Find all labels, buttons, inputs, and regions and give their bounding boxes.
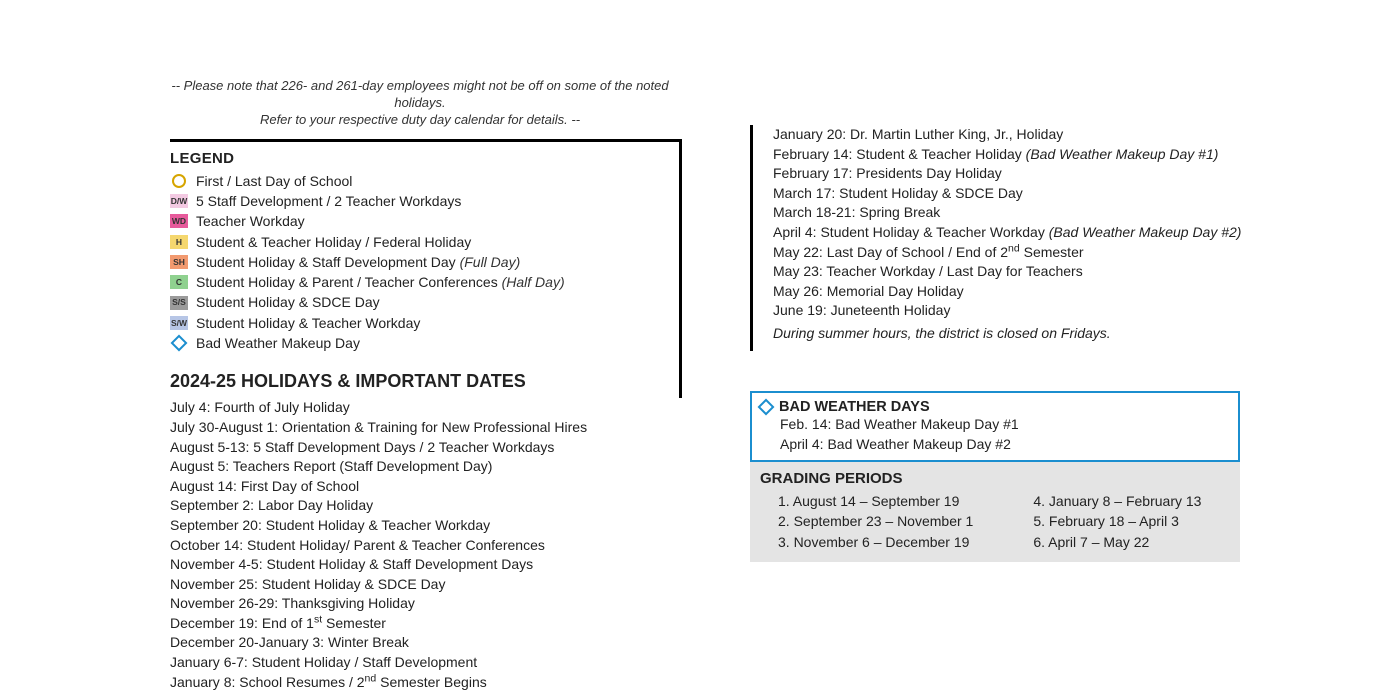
- date-line: May 22: Last Day of School / End of 2nd …: [773, 243, 1290, 263]
- legend-swatch: SH: [170, 255, 188, 269]
- bad-weather-title: BAD WEATHER DAYS: [779, 399, 930, 415]
- legend-text: Student & Teacher Holiday / Federal Holi…: [196, 232, 471, 252]
- header-note: -- Please note that 226- and 261-day emp…: [170, 78, 720, 129]
- bad-weather-line: Feb. 14: Bad Weather Makeup Day #1: [780, 415, 1228, 435]
- legend-items: First / Last Day of School D/W 5 Staff Dev…: [170, 171, 667, 354]
- legend-item: C Student Holiday & Parent / Teacher Conf…: [170, 272, 667, 292]
- legend-swatch: S/S: [170, 296, 188, 310]
- legend-item: H Student & Teacher Holiday / Federal Hol…: [170, 232, 667, 252]
- bad-weather-lines: Feb. 14: Bad Weather Makeup Day #1April …: [760, 415, 1228, 454]
- date-line: December 19: End of 1st Semester: [170, 614, 720, 634]
- grading-box: GRADING PERIODS 1. August 14 – September…: [750, 462, 1240, 562]
- date-line: August 14: First Day of School: [170, 477, 720, 497]
- date-line: May 23: Teacher Workday / Last Day for T…: [773, 262, 1290, 282]
- legend-swatch: H: [170, 235, 188, 249]
- legend-title: LEGEND: [170, 150, 667, 167]
- date-line: April 4: Student Holiday & Teacher Workd…: [773, 223, 1290, 243]
- date-line: February 17: Presidents Day Holiday: [773, 164, 1290, 184]
- grading-line: 2. September 23 – November 1: [778, 511, 973, 531]
- legend-text: Student Holiday & Teacher Workday: [196, 313, 420, 333]
- legend-item: S/S Student Holiday & SDCE Day: [170, 292, 667, 312]
- legend-text: Teacher Workday: [196, 211, 305, 231]
- legend-text: Bad Weather Makeup Day: [196, 333, 360, 353]
- legend-text: Student Holiday & SDCE Day: [196, 292, 380, 312]
- date-line: September 2: Labor Day Holiday: [170, 496, 720, 516]
- date-line: November 26-29: Thanksgiving Holiday: [170, 594, 720, 614]
- date-line: December 20-January 3: Winter Break: [170, 633, 720, 653]
- date-line: October 14: Student Holiday/ Parent & Te…: [170, 536, 720, 556]
- grading-line: 1. August 14 – September 19: [778, 491, 973, 511]
- legend-item: WD Teacher Workday: [170, 211, 667, 231]
- grading-line: 4. January 8 – February 13: [1033, 491, 1201, 511]
- grading-title: GRADING PERIODS: [760, 470, 1230, 487]
- right-column: January 20: Dr. Martin Luther King, Jr.,…: [750, 0, 1290, 692]
- circle-icon: [172, 174, 186, 188]
- date-line: August 5: Teachers Report (Staff Develop…: [170, 457, 720, 477]
- diamond-icon: [171, 335, 188, 352]
- date-line: January 8: School Resumes / 2nd Semester…: [170, 673, 720, 692]
- bad-weather-box: BAD WEATHER DAYS Feb. 14: Bad Weather Ma…: [750, 391, 1240, 462]
- holidays-left: July 4: Fourth of July HolidayJuly 30-Au…: [170, 398, 720, 692]
- legend-text: 5 Staff Development / 2 Teacher Workdays: [196, 191, 461, 211]
- grading-line: 3. November 6 – December 19: [778, 532, 973, 552]
- date-line: January 20: Dr. Martin Luther King, Jr.,…: [773, 125, 1290, 145]
- bad-weather-title-row: BAD WEATHER DAYS: [760, 399, 1228, 415]
- legend-text: Student Holiday & Staff Development Day …: [196, 252, 520, 272]
- grading-col1: 1. August 14 – September 192. September …: [778, 491, 973, 552]
- legend-item: Bad Weather Makeup Day: [170, 333, 667, 353]
- date-line: January 6-7: Student Holiday / Staff Dev…: [170, 653, 720, 673]
- date-line: November 4-5: Student Holiday & Staff De…: [170, 555, 720, 575]
- grading-line: 6. April 7 – May 22: [1033, 532, 1201, 552]
- header-note-line2: Refer to your respective duty day calend…: [260, 112, 580, 127]
- date-line: August 5-13: 5 Staff Development Days / …: [170, 438, 720, 458]
- grading-cols: 1. August 14 – September 192. September …: [778, 491, 1230, 552]
- legend-item: First / Last Day of School: [170, 171, 667, 191]
- date-line: July 30-August 1: Orientation & Training…: [170, 418, 720, 438]
- legend-swatch: D/W: [170, 194, 188, 208]
- diamond-icon: [758, 398, 775, 415]
- date-line: September 20: Student Holiday & Teacher …: [170, 516, 720, 536]
- legend-text: First / Last Day of School: [196, 171, 352, 191]
- legend-swatch: WD: [170, 214, 188, 228]
- holidays-right-wrap: January 20: Dr. Martin Luther King, Jr.,…: [750, 125, 1290, 351]
- date-line: February 14: Student & Teacher Holiday (…: [773, 145, 1290, 165]
- bad-weather-line: April 4: Bad Weather Makeup Day #2: [780, 435, 1228, 455]
- grading-line: 5. February 18 – April 3: [1033, 511, 1201, 531]
- date-line: July 4: Fourth of July Holiday: [170, 398, 720, 418]
- legend-item: SH Student Holiday & Staff Development Da…: [170, 252, 667, 272]
- legend-item: S/W Student Holiday & Teacher Workday: [170, 313, 667, 333]
- legend-text: Student Holiday & Parent / Teacher Confe…: [196, 272, 565, 292]
- legend-box: LEGEND First / Last Day of School D/W 5 St…: [170, 139, 682, 399]
- grading-col2: 4. January 8 – February 135. February 18…: [1033, 491, 1201, 552]
- header-note-line1: -- Please note that 226- and 261-day emp…: [171, 78, 668, 110]
- left-column: -- Please note that 226- and 261-day emp…: [20, 0, 720, 692]
- date-line: November 25: Student Holiday & SDCE Day: [170, 575, 720, 595]
- date-line: March 18-21: Spring Break: [773, 203, 1290, 223]
- holidays-title: 2024-25 HOLIDAYS & IMPORTANT DATES: [170, 371, 667, 392]
- legend-swatch: C: [170, 275, 188, 289]
- date-line: March 17: Student Holiday & SDCE Day: [773, 184, 1290, 204]
- summer-note: During summer hours, the district is clo…: [773, 325, 1290, 341]
- holidays-right: January 20: Dr. Martin Luther King, Jr.,…: [763, 125, 1290, 321]
- legend-swatch: S/W: [170, 316, 188, 330]
- date-line: June 19: Juneteenth Holiday: [773, 301, 1290, 321]
- date-line: May 26: Memorial Day Holiday: [773, 282, 1290, 302]
- legend-item: D/W 5 Staff Development / 2 Teacher Workd…: [170, 191, 667, 211]
